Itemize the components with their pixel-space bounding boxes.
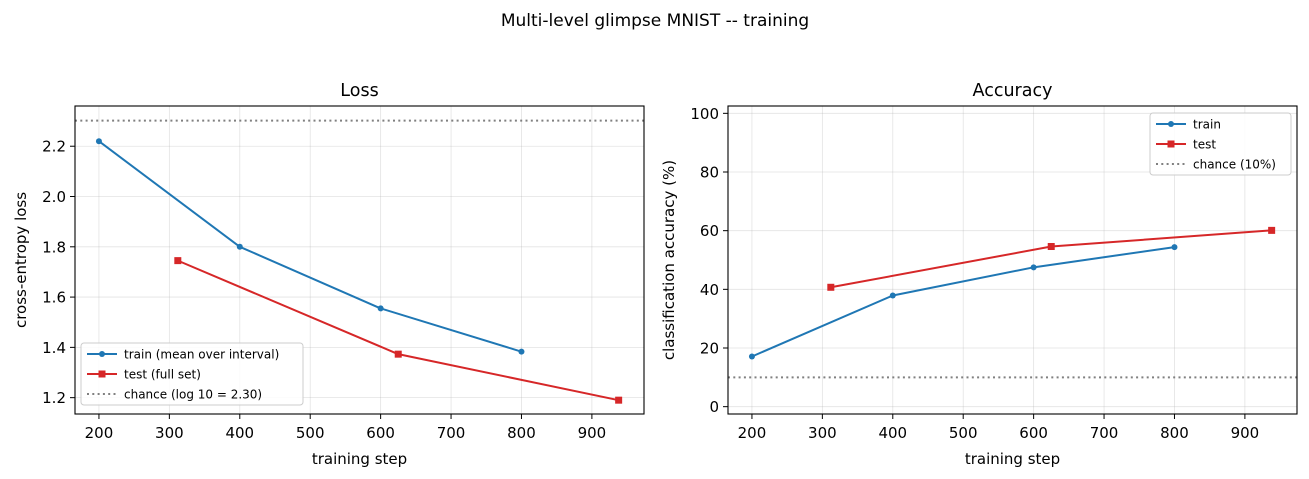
figure-suptitle: Multi-level glimpse MNIST -- training (501, 11, 809, 31)
legend-box (80, 342, 304, 406)
series-line-test (830, 229, 1272, 289)
legend-label: test (1193, 138, 1216, 152)
accuracy-panel: 200 300 400 500 600 700 800 900 0 20 40 60 80 100 Accu… (660, 81, 1298, 468)
test-point (174, 257, 182, 265)
y-tick-label: 1.8 (42, 238, 66, 256)
y-tick-label: 2.2 (42, 138, 66, 156)
x-tick-label: 700 (1090, 424, 1119, 442)
legend-label: chance (10%) (1193, 158, 1276, 172)
y-tick-label: 1.2 (42, 389, 66, 407)
x-tick-label: 800 (507, 424, 536, 442)
test-point (827, 283, 835, 291)
y-axis-label: classification accuracy (%) (660, 160, 678, 360)
y-tick-label: 2.0 (42, 188, 66, 206)
legend-label: chance (log 10 = 2.30) (124, 388, 262, 402)
loss-panel: 200 300 400 500 600 700 800 900 1.2 1.4 1.6 1.8 2.0 2… (12, 81, 645, 468)
y-tick-label: 0 (709, 398, 719, 416)
panel-title: Loss (340, 81, 378, 101)
y-tick-label: 1.4 (42, 339, 66, 357)
x-tick-label: 500 (296, 424, 325, 442)
x-tick-label: 600 (1019, 424, 1048, 442)
legend-label: test (full set) (124, 368, 201, 382)
x-tick-label: 300 (808, 424, 837, 442)
x-tick-label: 900 (1231, 424, 1260, 442)
legend-marker (98, 370, 106, 378)
axes-frame (727, 105, 1298, 415)
x-tick-label: 800 (1160, 424, 1189, 442)
x-tick-label: 400 (878, 424, 907, 442)
x-tick-label: 400 (225, 424, 254, 442)
train-point (95, 138, 102, 145)
y-tick-label: 40 (700, 281, 719, 299)
y-tick-label: 1.6 (42, 289, 66, 307)
train-point (518, 348, 525, 355)
y-tick-label: 20 (700, 340, 719, 358)
legend-marker (1168, 121, 1174, 127)
legend: train test chance (10%) (1149, 112, 1292, 176)
y-tick-label: 60 (700, 222, 719, 240)
series-line-train (751, 246, 1175, 358)
train-point (377, 305, 384, 312)
legend-label: train (mean over interval) (124, 348, 279, 362)
y-axis-label: cross-entropy loss (12, 192, 30, 328)
x-tick-label: 300 (155, 424, 184, 442)
train-point (889, 292, 896, 299)
train-point (236, 243, 243, 250)
test-point (615, 396, 623, 404)
legend-box (1149, 112, 1292, 176)
test-point (1047, 243, 1055, 251)
legend: train (mean over interval) test (full set… (80, 342, 304, 406)
legend-label: train (1193, 118, 1221, 132)
test-point (394, 350, 402, 358)
y-tick-label: 80 (700, 164, 719, 182)
axes-frame (74, 105, 645, 415)
x-tick-label: 500 (949, 424, 978, 442)
series-line-train (98, 140, 522, 353)
x-tick-label: 600 (366, 424, 395, 442)
train-point (748, 353, 755, 360)
panel-title: Accuracy (973, 81, 1053, 101)
train-point (1171, 244, 1178, 251)
x-tick-label: 200 (85, 424, 114, 442)
x-tick-label: 200 (738, 424, 767, 442)
y-tick-label: 100 (690, 105, 719, 123)
x-tick-label: 700 (437, 424, 466, 442)
x-axis-label: training step (965, 450, 1060, 468)
legend-marker (1167, 140, 1175, 148)
train-point (1030, 264, 1037, 271)
x-axis-label: training step (312, 450, 407, 468)
test-point (1268, 226, 1276, 234)
x-tick-label: 900 (578, 424, 607, 442)
legend-marker (99, 351, 105, 357)
